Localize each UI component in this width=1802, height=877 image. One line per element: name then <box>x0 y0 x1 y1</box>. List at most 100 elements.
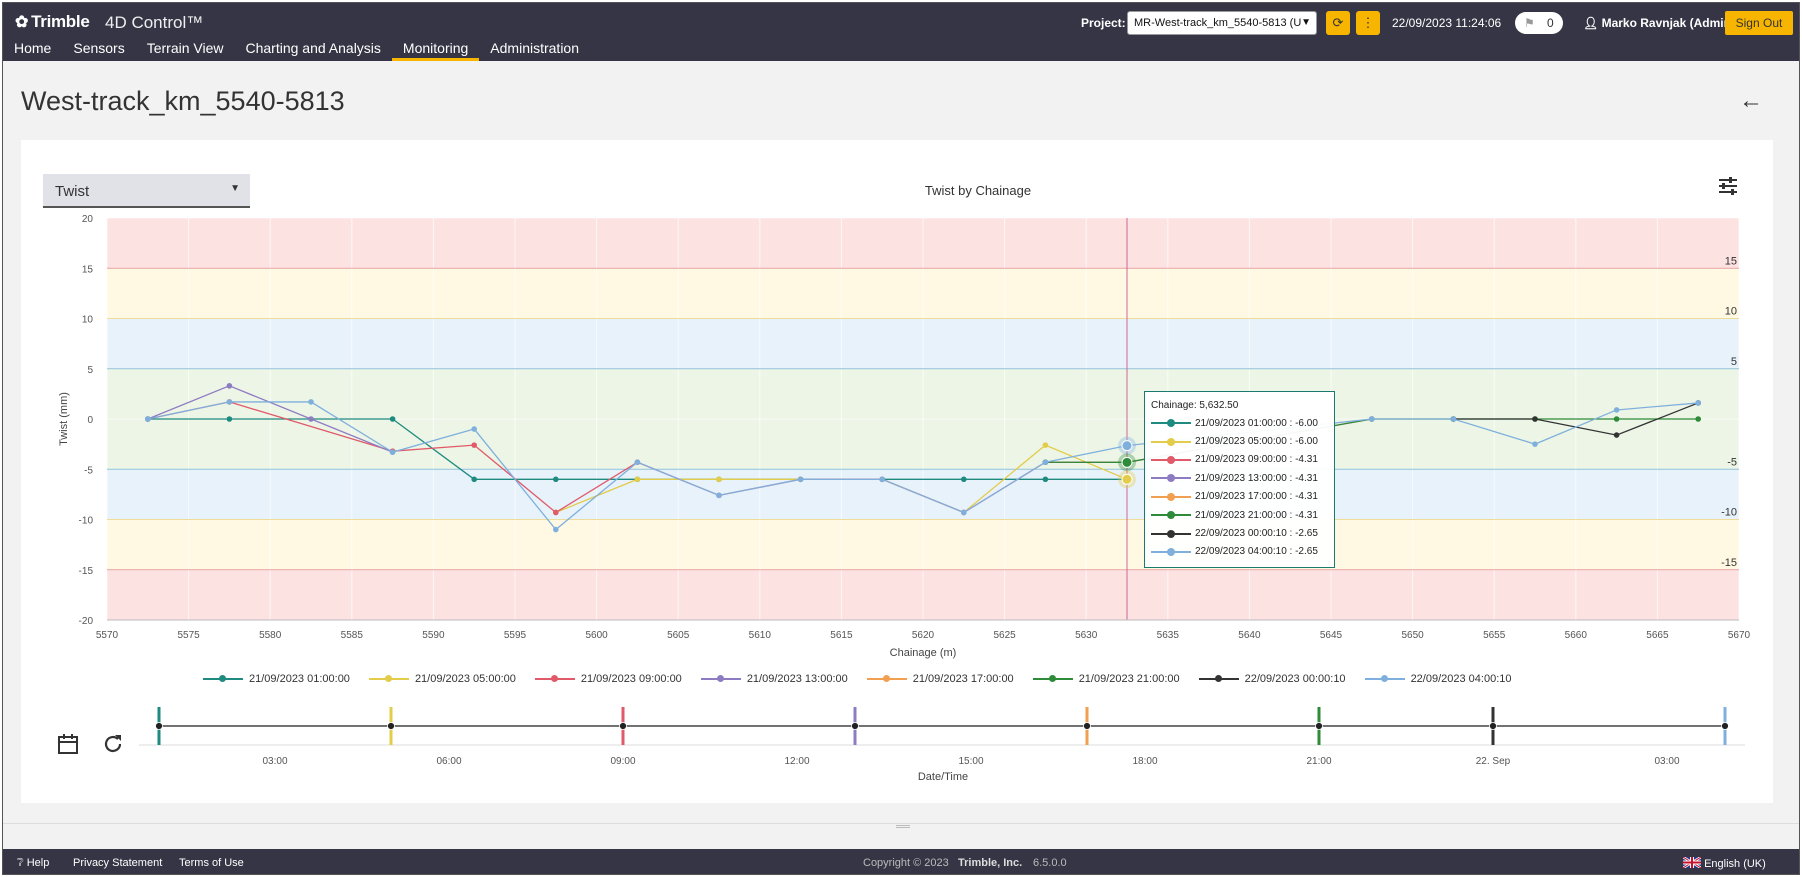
user-menu[interactable]: 👤︎ Marko Ravnjak (Admin) <box>1583 16 1735 30</box>
data-point[interactable] <box>226 383 233 389</box>
help-link[interactable]: ❔︎ Help <box>17 857 49 870</box>
y-tick-label: -10 <box>79 516 94 527</box>
legend-item[interactable]: 22/09/2023 00:00:10 <box>1198 673 1346 685</box>
sign-out-button[interactable]: Sign Out <box>1725 11 1793 35</box>
data-point[interactable] <box>716 492 722 499</box>
language-label: English (UK) <box>1704 858 1766 870</box>
data-point[interactable] <box>634 476 641 483</box>
data-point[interactable] <box>1042 442 1049 448</box>
legend-item[interactable]: 21/09/2023 17:00:00 <box>866 673 1014 685</box>
highlight-point[interactable] <box>1121 456 1133 468</box>
series-swatch <box>1151 510 1191 520</box>
tooltip-row: 21/09/2023 21:00:00 : -4.31 <box>1151 506 1328 524</box>
refresh-icon[interactable] <box>101 732 125 756</box>
timeline-marker-dot <box>387 722 395 730</box>
data-point[interactable] <box>389 416 396 422</box>
data-point[interactable] <box>1695 400 1701 406</box>
data-point[interactable] <box>471 426 478 432</box>
data-point[interactable] <box>553 526 559 533</box>
data-point[interactable] <box>716 476 722 483</box>
data-point[interactable] <box>1450 416 1457 422</box>
terms-link[interactable]: Terms of Use <box>179 857 244 869</box>
data-point[interactable] <box>1613 432 1620 438</box>
data-point[interactable] <box>308 399 314 405</box>
timeline-tick-label: 09:00 <box>610 756 635 767</box>
data-point[interactable] <box>634 459 641 466</box>
data-point[interactable] <box>1042 476 1049 483</box>
tooltip-title: Chainage: 5,632.50 <box>1151 400 1239 411</box>
project-label: Project: <box>1081 16 1126 30</box>
legend-label: 21/09/2023 01:00:00 <box>249 673 350 685</box>
series-swatch <box>1151 418 1191 428</box>
tooltip-row: 21/09/2023 09:00:00 : -4.31 <box>1151 451 1328 469</box>
y-tick-label: 15 <box>82 264 94 275</box>
highlight-point[interactable] <box>1121 473 1133 485</box>
x-tick-label: 5630 <box>1075 630 1098 641</box>
x-tick-label: 5580 <box>259 630 282 641</box>
nav-charting-and-analysis[interactable]: Charting and Analysis <box>245 40 381 56</box>
data-point[interactable] <box>1369 416 1375 422</box>
company-name: Trimble, Inc. <box>958 857 1023 869</box>
flag-counter[interactable]: ⚑ 0 <box>1515 12 1563 34</box>
resize-grip-icon[interactable] <box>896 825 910 828</box>
threshold-label: -5 <box>1727 456 1737 468</box>
data-point[interactable] <box>553 476 559 483</box>
data-point[interactable] <box>1613 416 1620 422</box>
calendar-icon[interactable] <box>56 732 80 756</box>
chart-legend: 21/09/2023 01:00:00 21/09/2023 05:00:00 21… <box>203 673 1531 685</box>
data-point[interactable] <box>471 476 478 483</box>
data-point[interactable] <box>471 442 478 448</box>
highlight-point[interactable] <box>1121 440 1133 452</box>
refresh-project-button[interactable]: ⟳ <box>1326 11 1350 35</box>
data-point[interactable] <box>1613 407 1620 413</box>
timeline-tick-label: 18:00 <box>1132 756 1157 767</box>
nav-administration[interactable]: Administration <box>490 40 579 56</box>
x-tick-label: 5590 <box>422 630 445 641</box>
arrow-left-icon[interactable]: ← <box>1739 87 1763 114</box>
data-point[interactable] <box>389 449 396 455</box>
legend-item[interactable]: 22/09/2023 04:00:10 <box>1364 673 1512 685</box>
legend-item[interactable]: 21/09/2023 09:00:00 <box>534 673 682 685</box>
current-datetime: 22/09/2023 11:24:06 <box>1392 16 1502 30</box>
data-point[interactable] <box>226 399 233 405</box>
data-point[interactable] <box>145 416 151 422</box>
tune-icon[interactable] <box>1717 175 1739 197</box>
language-selector[interactable]: English (UK) <box>1682 855 1766 870</box>
nav-terrain-view[interactable]: Terrain View <box>146 40 224 56</box>
project-select-value: MR-West-track_km_5540-5813 (U <box>1134 17 1302 29</box>
privacy-link[interactable]: Privacy Statement <box>73 857 163 869</box>
tooltip-row-label: 21/09/2023 13:00:00 : -4.31 <box>1195 472 1318 484</box>
data-point[interactable] <box>1532 441 1538 447</box>
panel-resizer[interactable] <box>3 823 1799 829</box>
nav-monitoring[interactable]: Monitoring <box>391 37 480 61</box>
nav-home[interactable]: Home <box>14 40 52 56</box>
timeline-marker-dot <box>851 722 859 730</box>
project-select[interactable]: MR-West-track_km_5540-5813 (U ▼ <box>1127 11 1317 35</box>
data-point[interactable] <box>308 416 314 422</box>
data-point[interactable] <box>1042 459 1049 466</box>
tooltip-row-label: 21/09/2023 21:00:00 : -4.31 <box>1195 509 1318 521</box>
data-point[interactable] <box>226 416 233 422</box>
data-point[interactable] <box>961 476 967 483</box>
legend-item[interactable]: 21/09/2023 13:00:00 <box>700 673 848 685</box>
data-point[interactable] <box>1532 416 1538 422</box>
data-point[interactable] <box>797 476 804 483</box>
timeline-marker-dot <box>1315 722 1323 730</box>
nav-sensors[interactable]: Sensors <box>73 40 125 56</box>
legend-item[interactable]: 21/09/2023 01:00:00 <box>203 673 350 685</box>
data-point[interactable] <box>553 509 559 516</box>
legend-item[interactable]: 21/09/2023 21:00:00 <box>1032 673 1180 685</box>
refresh-icon: ⟳ <box>1332 15 1344 30</box>
legend-swatch <box>866 674 907 684</box>
data-point[interactable] <box>1695 416 1701 422</box>
trimble-logo[interactable]: ✿ Trimble <box>15 12 90 32</box>
x-tick-label: 5595 <box>504 630 527 641</box>
data-point[interactable] <box>961 509 967 516</box>
more-menu-button[interactable]: ⋮ <box>1356 11 1380 35</box>
data-point[interactable] <box>879 476 885 483</box>
timeline-tick-label: 03:00 <box>1654 756 1679 767</box>
legend-item[interactable]: 21/09/2023 05:00:00 <box>368 673 516 685</box>
series-swatch <box>1151 547 1191 557</box>
metric-dropdown[interactable]: Twist ▼ <box>43 174 250 208</box>
